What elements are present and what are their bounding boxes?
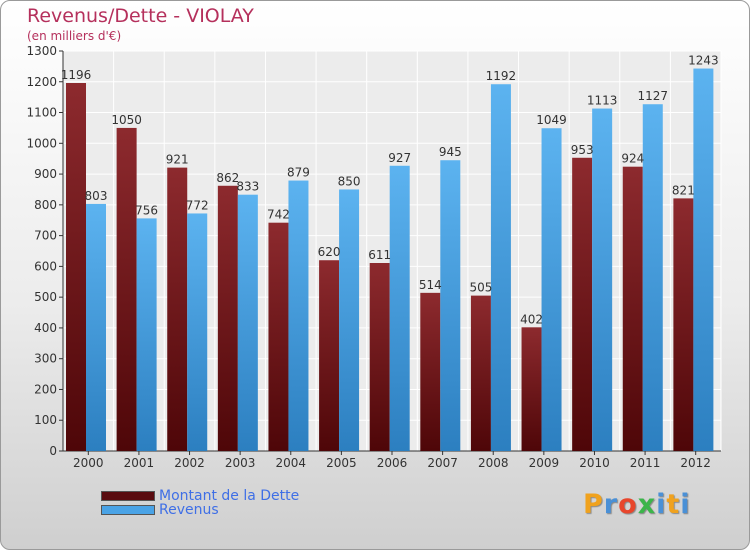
- data-label-revenus: 1127: [637, 89, 668, 103]
- bar-revenus: [693, 68, 714, 452]
- chart-subtitle: (en milliers d'€): [27, 29, 122, 43]
- data-label-revenus: 927: [388, 151, 411, 165]
- data-label-revenus: 833: [236, 180, 259, 194]
- x-tick-label: 2003: [225, 456, 256, 470]
- x-tick-label: 2012: [680, 456, 711, 470]
- x-tick-label: 2005: [326, 456, 357, 470]
- y-tick-label: 1000: [26, 136, 57, 150]
- logo-letter: o: [618, 489, 638, 520]
- y-tick-label: 400: [34, 321, 57, 335]
- bar-debt: [470, 295, 491, 451]
- x-tick-label: 2010: [579, 456, 610, 470]
- data-label-revenus: 803: [85, 189, 108, 203]
- data-label-debt: 514: [419, 278, 442, 292]
- data-label-debt: 1196: [61, 68, 92, 82]
- x-tick-label: 2008: [478, 456, 509, 470]
- legend-label-revenus: Revenus: [159, 502, 219, 518]
- bar-revenus: [187, 213, 208, 451]
- data-label-debt: 924: [621, 152, 644, 166]
- y-tick-label: 1300: [26, 44, 57, 58]
- logo-letter: t: [666, 489, 681, 520]
- x-tick-label: 2000: [73, 456, 104, 470]
- y-tick-label: 700: [34, 229, 57, 243]
- bar-debt: [673, 198, 694, 451]
- logo-letter: P: [583, 489, 604, 520]
- chart-title: Revenus/Dette - VIOLAY: [27, 5, 254, 27]
- data-label-debt: 921: [166, 153, 189, 167]
- data-label-debt: 505: [469, 281, 492, 295]
- bar-revenus: [288, 180, 309, 452]
- y-tick-label: 1100: [26, 106, 57, 120]
- bar-debt: [369, 263, 390, 451]
- legend-swatch-revenus: [101, 505, 155, 515]
- data-label-revenus: 756: [135, 203, 158, 217]
- logo-letter: i: [680, 489, 691, 520]
- x-tick-label: 2007: [427, 456, 458, 470]
- bar-debt: [572, 157, 593, 451]
- x-tick-label: 2011: [630, 456, 661, 470]
- data-label-debt: 742: [267, 208, 290, 222]
- data-label-revenus: 1192: [486, 69, 517, 83]
- data-label-debt: 620: [318, 245, 341, 259]
- bar-debt: [167, 167, 188, 451]
- data-label-debt: 862: [216, 171, 239, 185]
- data-label-debt: 821: [672, 183, 695, 197]
- bar-revenus: [339, 189, 360, 451]
- bar-revenus: [136, 218, 157, 451]
- bar-debt: [521, 327, 542, 451]
- legend-swatch-debt: [101, 491, 155, 501]
- bar-debt: [268, 222, 289, 451]
- data-label-revenus: 1243: [688, 54, 719, 68]
- bar-revenus: [389, 165, 410, 451]
- bar-debt: [116, 127, 137, 451]
- data-label-revenus: 879: [287, 166, 310, 180]
- data-label-revenus: 850: [338, 174, 361, 188]
- bar-revenus: [440, 160, 461, 451]
- data-label-debt: 953: [571, 143, 594, 157]
- bar-debt: [420, 292, 441, 451]
- logo-letter: r: [603, 489, 619, 520]
- x-tick-label: 2006: [377, 456, 408, 470]
- bar-revenus: [592, 108, 613, 452]
- logo-letter: i: [656, 489, 667, 520]
- y-tick-label: 300: [34, 352, 57, 366]
- data-label-debt: 402: [520, 312, 543, 326]
- y-tick-label: 1200: [26, 75, 57, 89]
- x-tick-label: 2002: [174, 456, 205, 470]
- legend-item-revenus: Revenus: [101, 502, 219, 518]
- bar-revenus: [541, 128, 562, 451]
- y-tick-label: 600: [34, 259, 57, 273]
- bar-debt: [217, 185, 238, 451]
- y-tick-label: 800: [34, 198, 57, 212]
- bar-debt: [319, 260, 340, 451]
- y-tick-label: 0: [49, 444, 57, 458]
- bar-debt: [622, 166, 643, 451]
- y-tick-label: 500: [34, 290, 57, 304]
- proxiti-logo: Proxiti: [583, 489, 691, 520]
- bar-revenus: [642, 104, 663, 451]
- data-label-revenus: 772: [186, 198, 209, 212]
- x-tick-label: 2004: [275, 456, 306, 470]
- x-tick-label: 2009: [529, 456, 560, 470]
- bar-revenus: [86, 203, 106, 451]
- bar-debt: [66, 83, 86, 451]
- legend-item-debt: Montant de la Dette: [101, 488, 299, 504]
- logo-letter: x: [637, 489, 657, 520]
- x-tick-label: 2001: [124, 456, 155, 470]
- bar-revenus: [237, 194, 258, 451]
- data-label-debt: 1050: [111, 113, 142, 127]
- y-tick-label: 900: [34, 167, 57, 181]
- bar-revenus: [490, 84, 511, 451]
- data-label-revenus: 1113: [587, 94, 618, 108]
- data-label-revenus: 945: [439, 145, 462, 159]
- data-label-debt: 611: [368, 248, 391, 262]
- y-tick-label: 200: [34, 382, 57, 396]
- legend-label-debt: Montant de la Dette: [159, 488, 300, 504]
- y-tick-label: 100: [34, 413, 57, 427]
- data-label-revenus: 1049: [536, 113, 567, 127]
